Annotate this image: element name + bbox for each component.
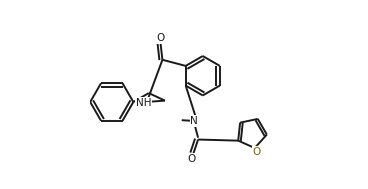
Text: O: O [156,33,164,43]
Text: N: N [191,116,198,126]
Text: NH: NH [136,98,151,108]
Text: O: O [252,147,261,157]
Text: O: O [187,154,196,164]
